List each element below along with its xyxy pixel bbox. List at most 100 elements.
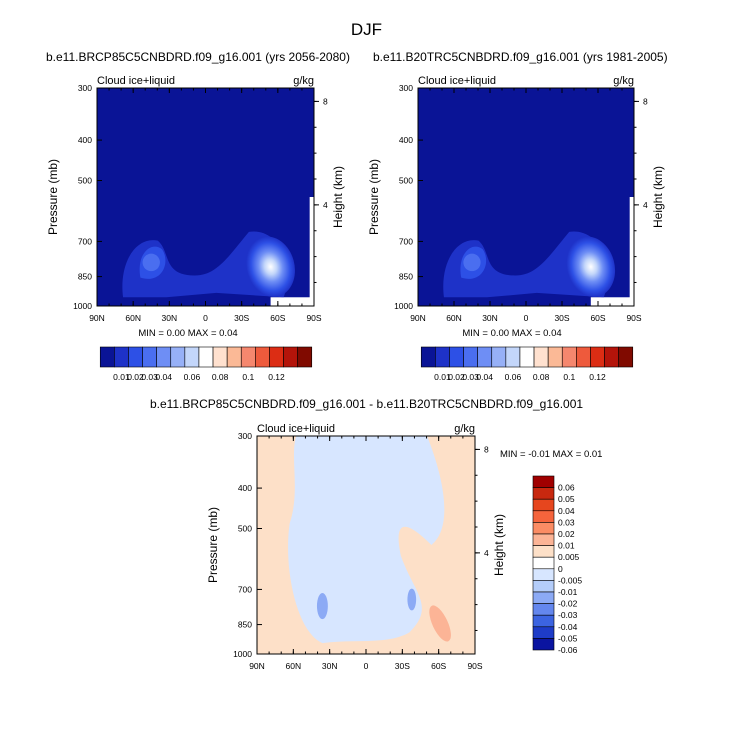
colorbar-cell — [477, 346, 493, 368]
colorbar-cell — [114, 346, 129, 368]
units-label: g/kg — [454, 423, 475, 435]
colorbar-cell — [297, 346, 313, 368]
x-tick-label: 90N — [249, 661, 265, 671]
colorbar-cell — [269, 346, 284, 368]
colorbar-cell — [532, 603, 555, 616]
x-tick-label: 0 — [364, 661, 369, 671]
colorbar-cell — [532, 533, 555, 546]
contour-0-03 — [142, 253, 160, 272]
colorbar-label: 0.1 — [242, 372, 254, 382]
panel2-colorbar: 0.010.020.030.04 0.06 0.08 0.1 0.12 — [420, 346, 634, 382]
colorbar-cell — [156, 346, 172, 368]
variable-label: Cloud ice+liquid — [418, 75, 496, 87]
height-tick-label: 8 — [643, 96, 648, 106]
colorbar-cell — [532, 545, 555, 558]
colorbar-cell — [463, 346, 478, 368]
panel1-subtitle: b.e11.BRCP85C5CNBDRD.f09_g16.001 (yrs 20… — [46, 50, 350, 64]
diff-positive-blob — [429, 605, 451, 642]
y-tick-label: 1000 — [73, 301, 92, 311]
colorbar-label: 0.03 — [141, 372, 158, 382]
x-tick-label: 90N — [89, 313, 105, 323]
y-tick-label: 500 — [399, 175, 413, 185]
colorbar-label: 0.04 — [155, 372, 172, 382]
colorbar-label: -0.01 — [558, 587, 578, 597]
colorbar-cell — [170, 346, 186, 368]
variable-label: Cloud ice+liquid — [97, 75, 175, 87]
colorbar-cell — [532, 498, 555, 512]
colorbar-label: 0.06 — [558, 483, 575, 493]
y-tick-label: 700 — [399, 236, 413, 246]
missing-data — [629, 197, 634, 306]
x-tick-label: 90S — [626, 313, 641, 323]
x-tick-label: 60N — [286, 661, 302, 671]
y-tick-label: 300 — [399, 83, 413, 93]
missing-data — [270, 297, 314, 306]
colorbar-label: 0.04 — [476, 372, 493, 382]
y-tick-label: 700 — [78, 236, 92, 246]
y-tick-label: 300 — [78, 83, 92, 93]
colorbar-label: 0.01 — [113, 372, 130, 382]
colorbar-label: 0.12 — [589, 372, 606, 382]
x-tick-label: 60N — [125, 313, 141, 323]
colorbar-label: 0.06 — [505, 372, 522, 382]
units-label: g/kg — [613, 75, 634, 87]
y-axis-right-label: Height (km) — [651, 166, 665, 228]
diff-negative-blob — [407, 588, 417, 611]
diff-negative-region — [288, 436, 445, 644]
missing-data — [309, 197, 314, 306]
colorbar-label: 0.03 — [558, 517, 575, 527]
colorbar-cell — [99, 346, 115, 368]
y-tick-label: 850 — [399, 272, 413, 282]
y-axis-right-label: Height (km) — [492, 514, 506, 576]
height-tick-label: 4 — [484, 548, 489, 558]
y-axis-right-label: Height (km) — [331, 166, 345, 228]
panel2-field — [418, 88, 634, 306]
colorbar-cell — [532, 510, 555, 523]
panel3-subtitle: b.e11.BRCP85C5CNBDRD.f09_g16.001 - b.e11… — [149, 397, 584, 411]
y-tick-label: 300 — [238, 431, 252, 441]
panel1-field — [97, 88, 314, 306]
colorbar-label: 0.06 — [184, 372, 201, 382]
colorbar-cell — [532, 614, 555, 628]
colorbar-label: 0.08 — [212, 372, 229, 382]
colorbar-label: 0.04 — [558, 506, 575, 516]
y-tick-label: 700 — [238, 584, 252, 594]
x-tick-label: 30S — [234, 313, 249, 323]
x-tick-label: 60S — [590, 313, 605, 323]
colorbar-cell — [532, 568, 555, 581]
diff-negative-blob — [316, 592, 328, 620]
colorbar-cell — [532, 475, 555, 488]
y-tick-label: 500 — [78, 175, 92, 185]
variable-label: Cloud ice+liquid — [257, 423, 335, 435]
contour-peak — [566, 236, 616, 297]
missing-data — [590, 297, 634, 306]
y-tick-label: 400 — [78, 135, 92, 145]
colorbar-cell — [532, 580, 555, 593]
colorbar-cell — [212, 346, 228, 368]
x-tick-label: 30S — [554, 313, 569, 323]
x-tick-label: 0 — [203, 313, 208, 323]
panel2-axes: 90N 60N 30N 0 30S 60S 90S 300 400 500 700 850 1000 8 4… — [367, 75, 665, 323]
colorbar-cell — [532, 591, 555, 604]
panel1-colorbar: 0.010.020.030.04 0.06 0.08 0.1 0.12 — [99, 346, 313, 382]
contour-peak — [246, 236, 295, 297]
colorbar-cell — [590, 346, 605, 368]
y-axis-label: Pressure (mb) — [367, 159, 381, 235]
contour-0-01 — [122, 231, 288, 298]
y-axis-label: Pressure (mb) — [46, 159, 60, 235]
colorbar-label: 0.08 — [533, 372, 550, 382]
x-tick-label: 60N — [446, 313, 462, 323]
colorbar-cell — [532, 626, 555, 639]
y-tick-label: 500 — [238, 523, 252, 533]
panel2-stats: MIN = 0.00 MAX = 0.04 — [462, 328, 561, 339]
colorbar-label: 0.05 — [558, 494, 575, 504]
colorbar-cell — [128, 346, 143, 368]
figure-title: DJF — [350, 20, 383, 39]
x-tick-label: 90N — [410, 313, 426, 323]
x-tick-label: 90S — [467, 661, 482, 671]
colorbar-cell — [142, 346, 157, 368]
contour-0-03 — [463, 253, 481, 272]
colorbar-label: 0.03 — [462, 372, 479, 382]
colorbar-cell — [449, 346, 464, 368]
panel3-stats: MIN = -0.01 MAX = 0.01 — [500, 449, 602, 460]
